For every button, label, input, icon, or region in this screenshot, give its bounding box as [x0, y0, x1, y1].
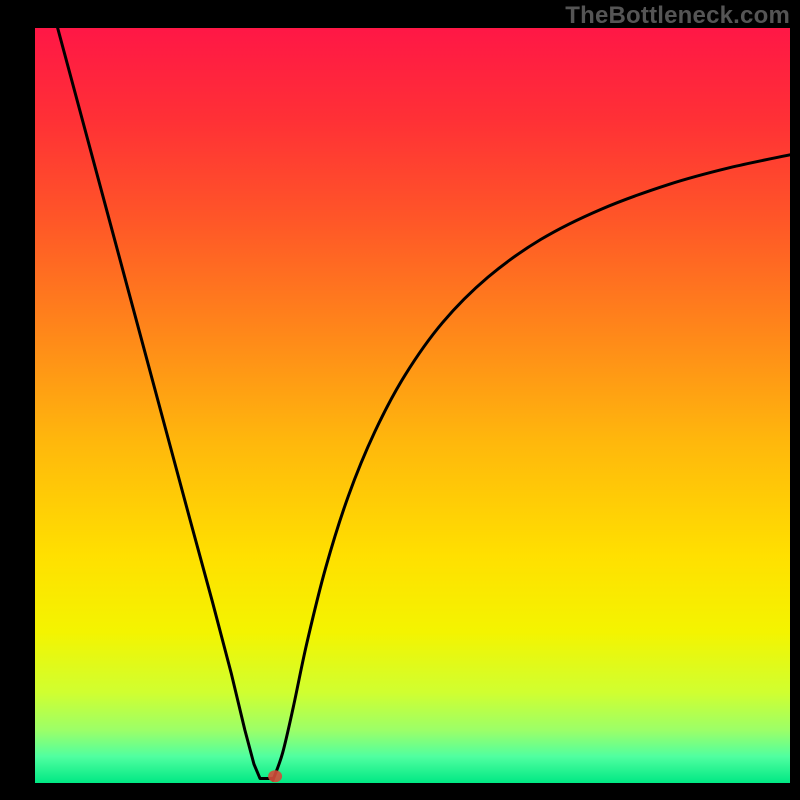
plot-gradient-background [35, 28, 790, 783]
bottleneck-chart [0, 0, 800, 800]
watermark-text: TheBottleneck.com [565, 2, 790, 30]
optimum-marker [268, 770, 282, 782]
chart-stage: TheBottleneck.com [0, 0, 800, 800]
